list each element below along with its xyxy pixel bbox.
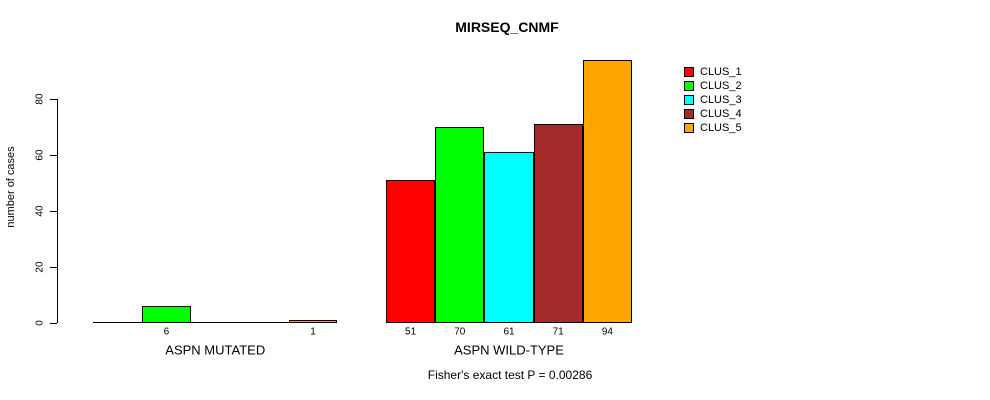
y-tick-mark <box>50 323 57 324</box>
bar-value-label: 94 <box>601 326 613 338</box>
bar <box>386 180 436 323</box>
y-tick-label: 80 <box>34 93 46 105</box>
y-tick-label: 20 <box>34 261 46 273</box>
legend-swatch <box>684 67 694 77</box>
bar-value-label: 71 <box>552 326 564 338</box>
legend: CLUS_1 CLUS_2 CLUS_3 CLUS_4 CLUS_5 <box>684 65 774 137</box>
legend-label: CLUS_2 <box>700 80 742 92</box>
legend-swatch <box>684 123 694 133</box>
bar-value-label: 70 <box>454 326 466 338</box>
group-label: ASPN WILD-TYPE <box>454 342 564 358</box>
legend-label: CLUS_1 <box>700 66 742 78</box>
zero-bar <box>93 322 142 323</box>
bar <box>582 60 632 323</box>
legend-row: CLUS_2 <box>684 79 742 93</box>
legend-row: CLUS_3 <box>684 93 742 107</box>
legend-row: CLUS_5 <box>684 121 742 135</box>
y-tick-mark <box>50 211 57 212</box>
y-tick-mark <box>50 155 57 156</box>
y-tick-label: 40 <box>34 205 46 217</box>
bar-value-label: 61 <box>503 326 515 338</box>
y-tick-mark <box>50 99 57 100</box>
y-axis-line <box>57 99 58 323</box>
bar-value-label: 6 <box>163 326 170 338</box>
bar <box>435 127 485 323</box>
bar <box>484 152 534 323</box>
y-tick-mark <box>50 267 57 268</box>
bar <box>141 306 191 323</box>
legend-label: CLUS_3 <box>700 94 742 106</box>
y-axis-label: number of cases <box>5 146 17 228</box>
bar <box>533 124 583 323</box>
y-tick-label: 60 <box>34 149 46 161</box>
fisher-test-annotation: Fisher's exact test P = 0.00286 <box>427 368 593 382</box>
legend-label: CLUS_5 <box>700 122 742 134</box>
y-tick-label: 0 <box>34 320 46 326</box>
legend-swatch <box>684 109 694 119</box>
legend-swatch <box>684 95 694 105</box>
zero-bar <box>190 322 240 323</box>
bar-value-label: 51 <box>405 326 417 338</box>
legend-row: CLUS_1 <box>684 65 742 79</box>
bar <box>288 320 338 323</box>
bar-value-label: 1 <box>310 326 316 338</box>
chart-title: MIRSEQ_CNMF <box>455 19 559 35</box>
group-label: ASPN MUTATED <box>165 342 266 358</box>
legend-label: CLUS_4 <box>700 108 742 120</box>
legend-swatch <box>684 81 694 91</box>
legend-row: CLUS_4 <box>684 107 742 121</box>
zero-bar <box>239 322 289 323</box>
